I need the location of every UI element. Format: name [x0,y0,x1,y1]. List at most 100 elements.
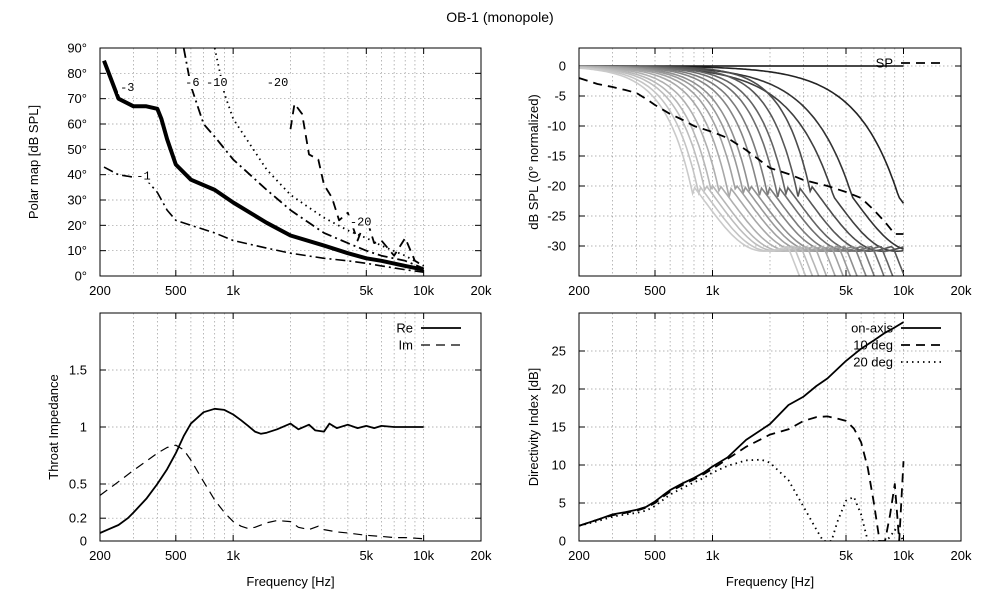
angle-curve-85deg [579,66,807,276]
y-tick-label: 70° [67,91,87,106]
x-tick-label: 20k [951,283,972,298]
angle-curve-70deg [579,66,828,276]
x-tick-label: 10k [413,548,434,563]
y-tick-label: 0 [559,534,566,549]
legend: SP [876,56,941,71]
y-tick-label: 90° [67,41,87,56]
x-tick-label: 200 [89,548,111,563]
x-tick-label: 1k [226,283,240,298]
y-tick-label: 10° [67,243,87,258]
y-tick-label: 10 [552,458,566,473]
y-tick-label: 80° [67,66,87,81]
y-tick-label: 20° [67,218,87,233]
series-SP [579,77,904,235]
plot-frame [578,47,962,277]
series-10-deg [579,415,905,541]
x-tick-label: 10k [893,548,914,563]
y-axis-label: Polar map [dB SPL] [26,105,41,219]
y-tick-label: 60° [67,117,87,132]
x-tick-label: 1k [706,283,720,298]
y-tick-label: 50° [67,142,87,157]
annotation-bg [203,76,231,89]
legend-label: SP [876,56,893,71]
angle-curve-80deg [579,66,814,276]
plot-frame [99,47,482,277]
x-tick-label: 1k [226,548,240,563]
series--20 [289,102,425,267]
throat-impedance-panel: 200 500 1k 5k 10k 20k 0 0.2 0.5 1 1.5 Throat Impeda… [46,312,492,589]
y-axis-label: Throat Impedance [46,374,61,480]
y-tick-label: 0 [80,534,87,549]
y-tick-label: -30 [547,239,566,254]
y-tick-label: -5 [554,89,566,104]
annotation-bg [183,76,202,89]
y-tick-label: 25 [552,344,566,359]
x-axis-label: Frequency [Hz] [726,574,814,589]
y-tick-label: 0° [75,269,87,284]
legend-label: 20 deg [853,355,893,370]
legend-label: on-axis [851,321,893,336]
y-tick-label: -10 [547,119,566,134]
angle-curve-35deg [579,65,885,276]
normalized-spl-panel: 200 500 1k 5k 10k 20k -30 -25 -20 -15 -10 -5 0 dB SPL… [526,47,972,298]
y-axis-label: dB SPL (0° normalized) [526,94,541,230]
x-tick-label: 200 [568,283,590,298]
annotation-bg [134,169,154,183]
angle-curve-60deg [579,65,845,276]
y-axis-label: Directivity Index [dB] [526,368,541,487]
plot-frame [99,312,482,542]
y-tick-label: -25 [547,209,566,224]
x-tick-label: 20k [471,548,492,563]
x-tick-label: 200 [568,548,590,563]
y-tick-label: 1.5 [69,363,87,378]
contour-label: -3 [120,81,134,95]
series-Im [100,444,424,540]
x-tick-label: 200 [89,283,111,298]
angle-curves [579,65,905,276]
legend-label: Im [399,338,413,353]
legend-label: 10 deg [853,338,893,353]
y-tick-label: 40° [67,167,87,182]
x-axis-label: Frequency [Hz] [246,574,334,589]
y-tick-label: 15 [552,420,566,435]
x-tick-label: 500 [165,548,187,563]
x-tick-label: 5k [839,283,853,298]
figure-title: OB-1 (monopole) [446,9,554,25]
y-tick-label: 30° [67,193,87,208]
angle-curve-75deg [579,66,820,276]
plot-area [579,321,905,541]
x-tick-label: 10k [413,283,434,298]
annotation-bg [118,81,137,95]
y-tick-label: 0 [559,59,566,74]
plot-area [579,65,905,276]
series--10 [213,48,425,267]
y-tick-label: 20 [552,382,566,397]
series-Re [100,407,424,534]
x-tick-label: 20k [951,548,972,563]
annotation-bg [347,215,375,229]
series-on-axis [579,321,904,527]
annotation-bg [264,76,291,89]
angle-curve-90deg [579,67,801,276]
x-tick-label: 20k [471,283,492,298]
contour-label: -20 [267,76,289,90]
horizontal-grid [100,369,481,519]
series--3 [102,59,425,272]
y-tick-label: 5 [559,496,566,511]
y-tick-label: 1 [80,420,87,435]
series--6 [182,48,425,270]
contour-label: -20 [350,215,372,229]
x-tick-label: 500 [644,283,666,298]
y-tick-label: 0.5 [69,477,87,492]
contour-label: -1 [136,170,150,184]
plot-frame [578,312,962,542]
contour-label: -10 [206,76,228,90]
x-tick-label: 500 [165,283,187,298]
contour-label: -6 [185,76,199,90]
legend: Re Im [396,321,461,353]
angle-curve-65deg [579,65,837,276]
x-tick-label: 1k [706,548,720,563]
y-tick-label: 0.2 [69,511,87,526]
x-tick-label: 5k [359,283,373,298]
